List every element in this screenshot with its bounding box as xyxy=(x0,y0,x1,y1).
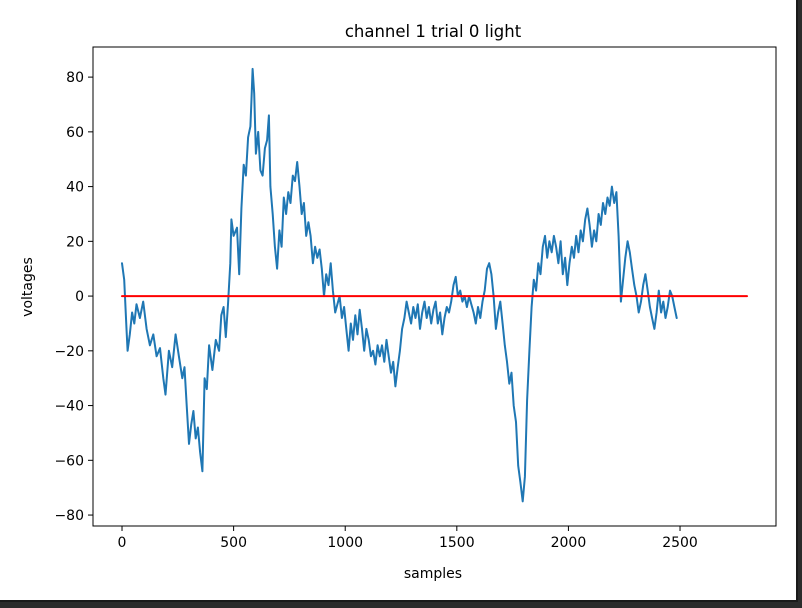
x-tick-label: 2000 xyxy=(551,535,587,551)
y-tick-label: −80 xyxy=(54,508,84,524)
x-tick-label: 2500 xyxy=(662,535,698,551)
y-tick-label: −20 xyxy=(54,344,84,360)
x-tick-label: 500 xyxy=(220,535,247,551)
series-line-signal xyxy=(121,67,678,503)
y-tick-label: 60 xyxy=(66,125,84,141)
y-axis-label: voltages xyxy=(20,257,36,317)
line-chart: channel 1 trial 0 light 0 500 1000 1500 2000… xyxy=(20,22,777,582)
y-tick-label: 0 xyxy=(75,289,84,305)
y-tick-label: −60 xyxy=(54,453,84,469)
plot-area xyxy=(121,67,748,503)
y-axis: 80 60 40 20 0 −20 −40 −60 −80 xyxy=(54,70,93,524)
chart-title: channel 1 trial 0 light xyxy=(345,22,522,41)
x-tick-label: 1500 xyxy=(439,535,475,551)
x-tick-label: 1000 xyxy=(327,535,363,551)
x-axis: 0 500 1000 1500 2000 2500 xyxy=(118,526,698,551)
x-axis-label: samples xyxy=(404,566,462,582)
plot-frame xyxy=(92,46,777,527)
y-tick-label: −40 xyxy=(54,399,84,415)
y-tick-label: 40 xyxy=(66,180,84,196)
y-tick-label: 80 xyxy=(66,70,84,86)
x-tick-label: 0 xyxy=(118,535,127,551)
y-tick-label: 20 xyxy=(66,234,84,250)
